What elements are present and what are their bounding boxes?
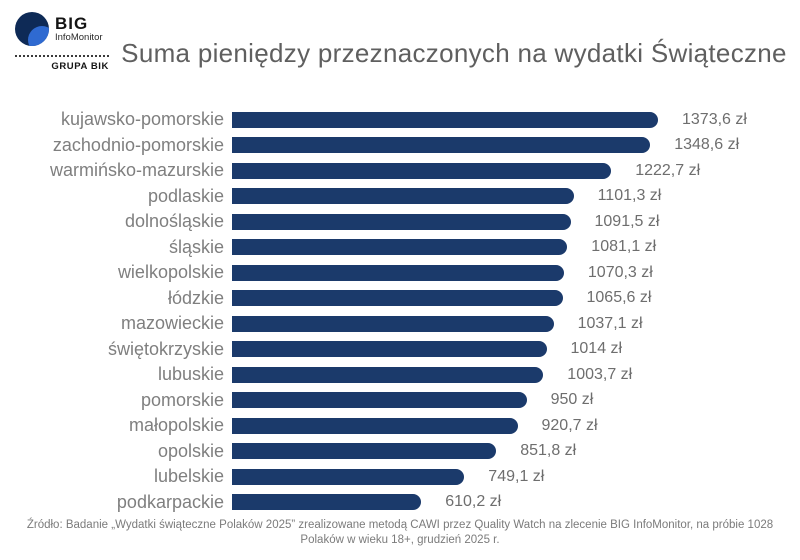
category-label: podkarpackie — [116, 491, 224, 512]
value-label: 1348,6 zł — [674, 136, 740, 154]
value-bar — [232, 494, 422, 511]
source-note: Źródło: Badanie „Wydatki świąteczne Pola… — [26, 519, 774, 546]
chart-row: kujawsko-pomorskie 1373,6 zł — [0, 107, 800, 133]
category-label: podlaskie — [147, 185, 224, 206]
value-bar — [232, 111, 658, 128]
value-bar — [232, 290, 563, 307]
value-label: 1003,7 zł — [567, 365, 633, 383]
chart-row: zachodnio-pomorskie 1348,6 zł — [0, 133, 800, 159]
category-label: śląskie — [168, 236, 224, 257]
value-label: 1081,1 zł — [591, 238, 657, 256]
value-label: 950 zł — [550, 391, 594, 409]
value-bar — [232, 443, 497, 460]
logo-subbrand-text: InfoMonitor — [55, 32, 103, 43]
logo-brand-text: BIG — [55, 14, 89, 33]
category-label: zachodnio-pomorskie — [52, 134, 224, 155]
category-label: mazowieckie — [120, 313, 224, 334]
category-label: lubuskie — [157, 364, 224, 385]
value-label: 851,8 zł — [520, 442, 577, 460]
chart-row: podkarpackie 610,2 zł — [0, 490, 800, 516]
value-label: 1065,6 zł — [586, 289, 652, 307]
category-label: kujawsko-pomorskie — [60, 109, 224, 130]
category-label: świętokrzyskie — [107, 338, 224, 359]
chart-row: pomorskie 950 zł — [0, 388, 800, 414]
chart-row: warmińsko-mazurskie 1222,7 zł — [0, 158, 800, 184]
bar-chart: kujawsko-pomorskie 1373,6 zł zachodnio-p… — [0, 107, 800, 515]
value-bar — [232, 264, 564, 281]
value-label: 1091,5 zł — [594, 212, 660, 230]
value-label: 1222,7 zł — [635, 161, 701, 179]
big-infomonitor-logo: BIG InfoMonitor GRUPA BIK — [15, 12, 109, 72]
chart-row: łódzkie 1065,6 zł — [0, 286, 800, 312]
value-label: 1014 zł — [570, 340, 623, 358]
value-bar — [232, 213, 571, 230]
category-label: wielkopolskie — [117, 262, 224, 283]
value-bar — [232, 366, 544, 383]
logo-group-text: GRUPA BIK — [51, 61, 109, 72]
category-label: dolnośląskie — [124, 211, 224, 232]
value-label: 1070,3 zł — [587, 263, 653, 281]
chart-title: Suma pieniędzy przeznaczonych na wydatki… — [121, 38, 787, 68]
value-bar — [232, 137, 651, 154]
value-bar — [232, 315, 554, 332]
chart-row: podlaskie 1101,3 zł — [0, 184, 800, 210]
category-label: łódzkie — [167, 287, 224, 308]
chart-row: dolnośląskie 1091,5 zł — [0, 209, 800, 235]
value-label: 1101,3 zł — [597, 187, 662, 205]
category-label: pomorskie — [140, 389, 224, 410]
category-label: małopolskie — [128, 415, 224, 436]
logo-top: BIG InfoMonitor — [15, 12, 109, 46]
globe-icon — [15, 12, 49, 46]
chart-row: mazowieckie 1037,1 zł — [0, 311, 800, 337]
chart-row: małopolskie 920,7 zł — [0, 413, 800, 439]
category-label: lubelskie — [153, 466, 224, 487]
value-label: 749,1 zł — [488, 467, 545, 485]
chart-row: lubelskie 749,1 zł — [0, 464, 800, 490]
value-bar — [232, 417, 518, 434]
value-label: 1373,6 zł — [682, 110, 747, 128]
value-bar — [232, 392, 527, 409]
chart-row: opolskie 851,8 zł — [0, 439, 800, 465]
value-label: 610,2 zł — [445, 493, 502, 511]
chart-row: wielkopolskie 1070,3 zł — [0, 260, 800, 286]
value-bar — [232, 162, 612, 179]
value-bar — [232, 239, 568, 256]
chart-row: świętokrzyskie 1014 zł — [0, 337, 800, 363]
value-label: 920,7 zł — [541, 416, 598, 434]
logo-wordmark: BIG InfoMonitor — [55, 12, 103, 44]
chart-row: lubuskie 1003,7 zł — [0, 362, 800, 388]
category-label: opolskie — [157, 440, 224, 461]
value-bar — [232, 468, 465, 485]
value-label: 1037,1 zł — [577, 314, 643, 332]
chart-row: śląskie 1081,1 zł — [0, 235, 800, 261]
logo-dotted-divider — [15, 55, 109, 57]
value-bar — [232, 341, 547, 358]
value-bar — [232, 188, 574, 205]
category-label: warmińsko-mazurskie — [49, 160, 224, 181]
